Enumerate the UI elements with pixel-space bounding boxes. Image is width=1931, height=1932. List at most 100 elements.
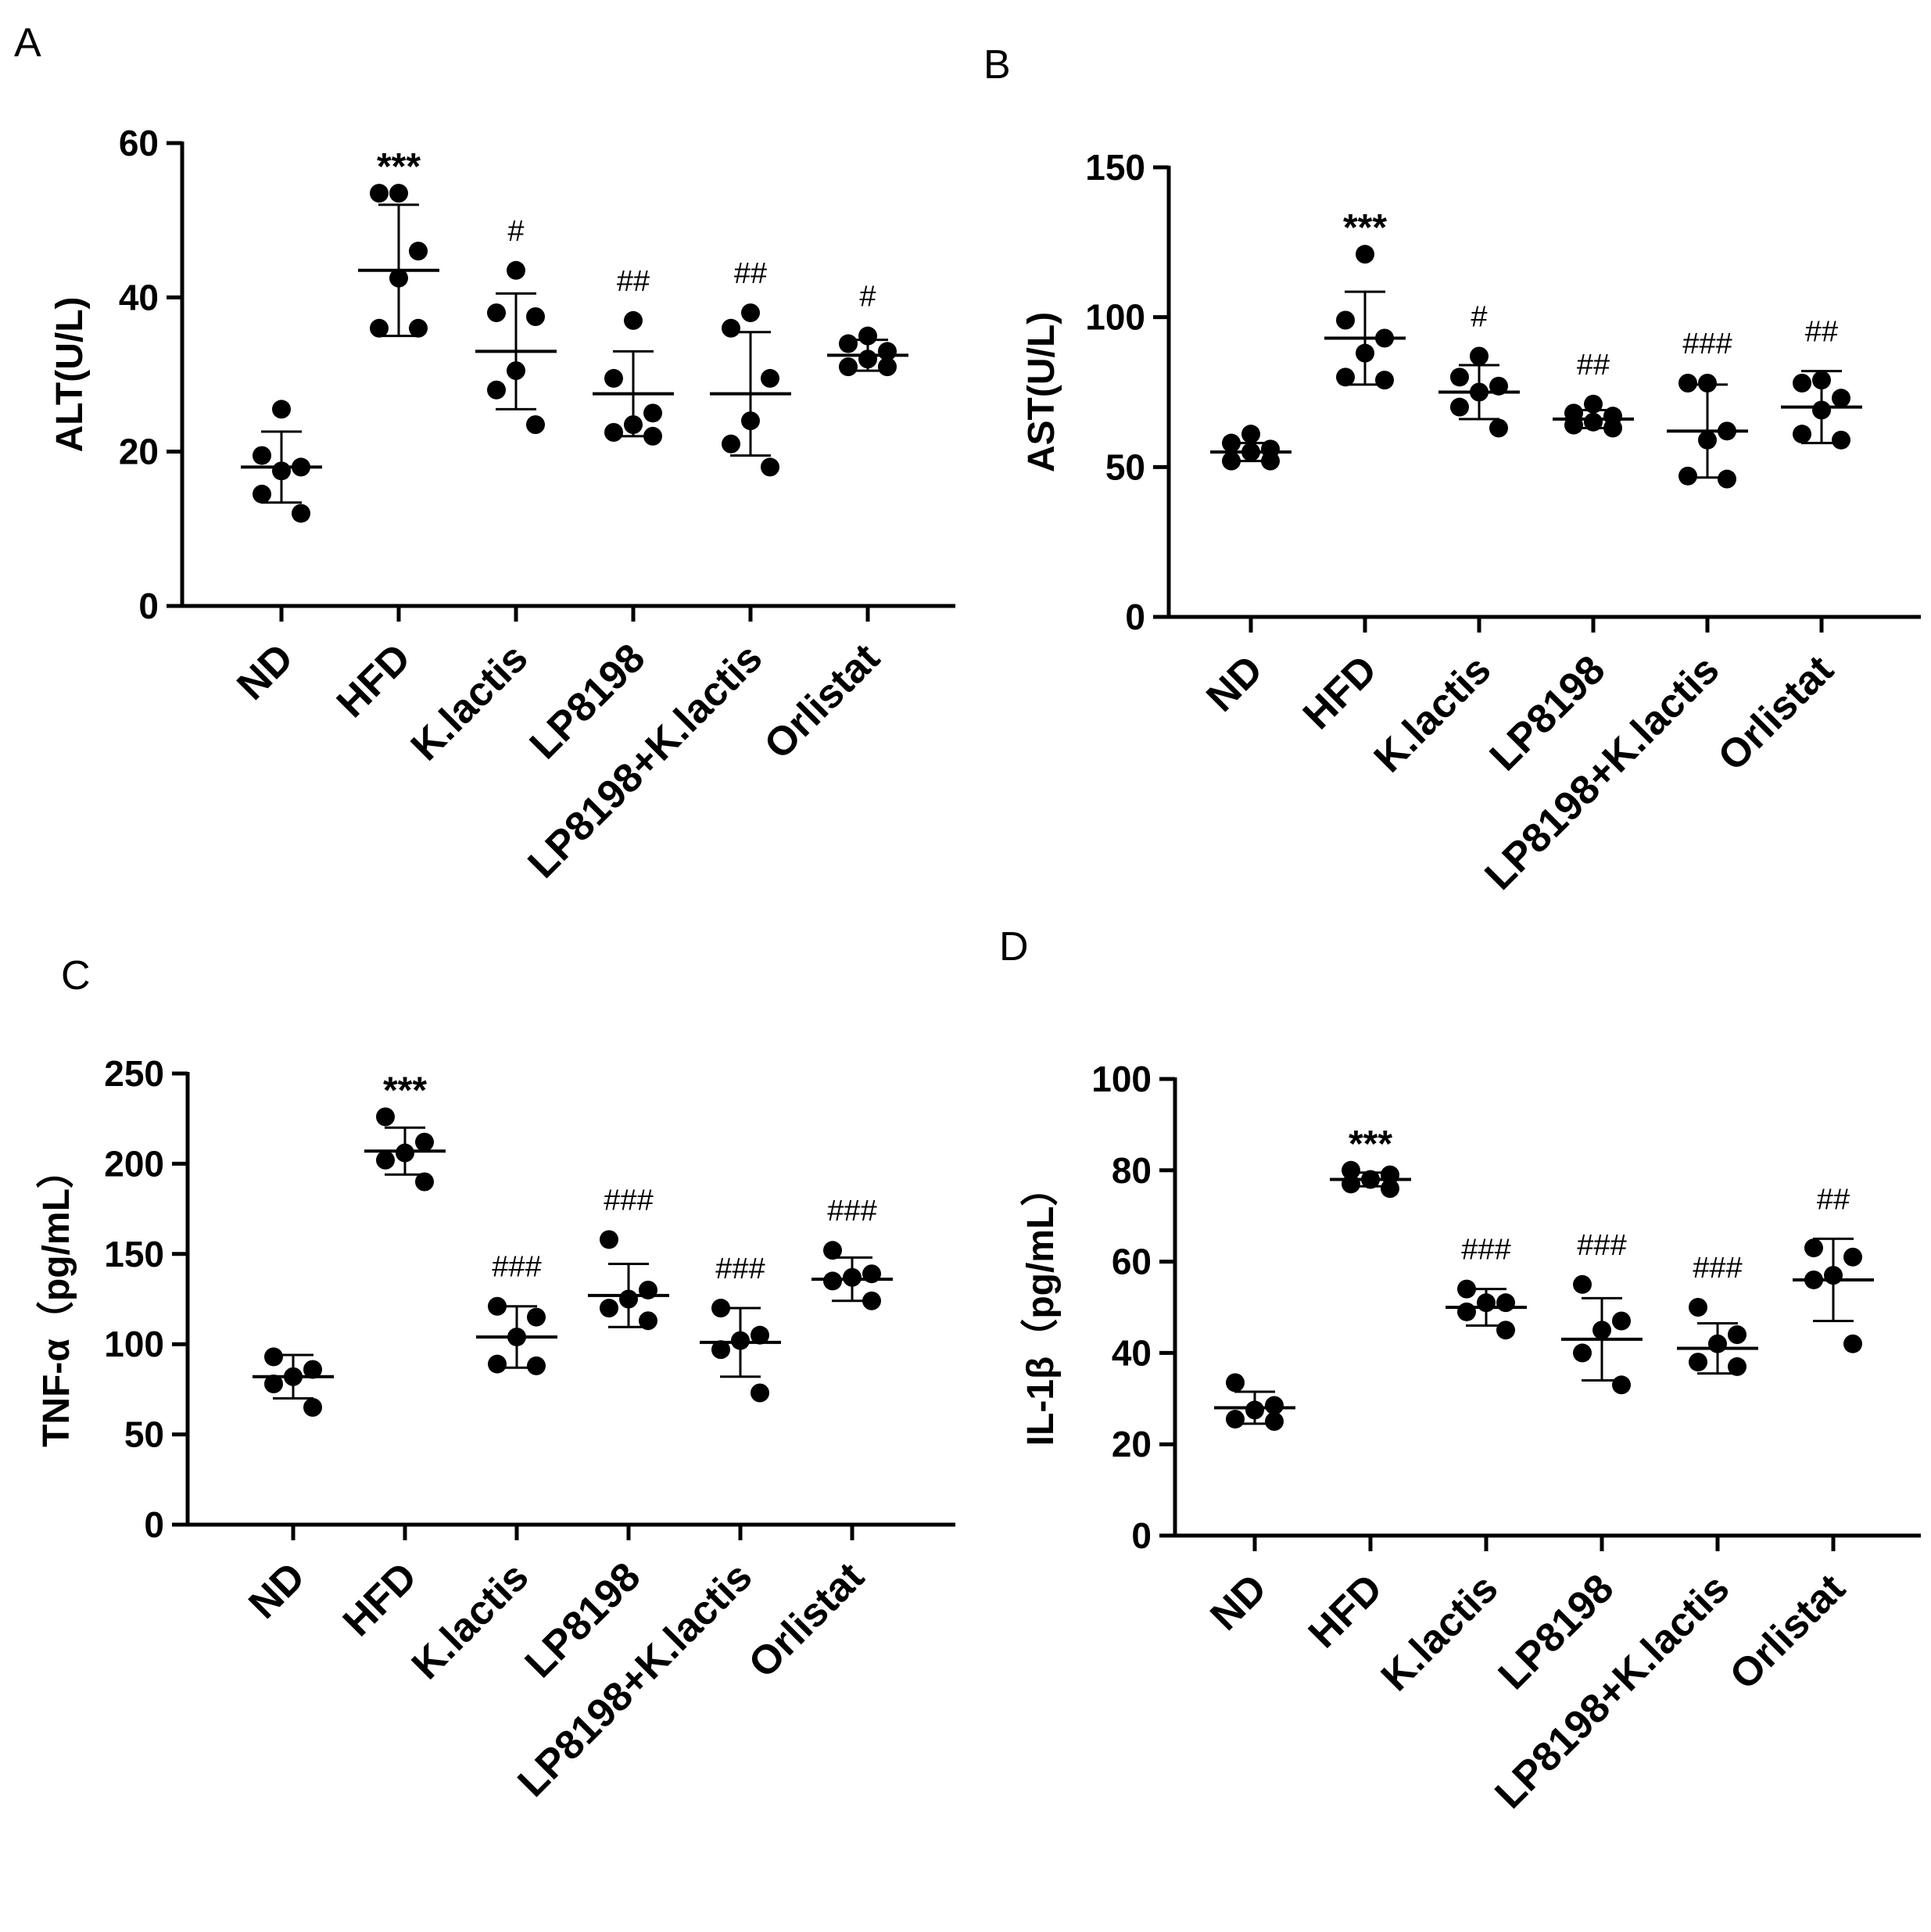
y-tick-label: 100 xyxy=(1091,1059,1152,1099)
data-point xyxy=(264,1374,283,1393)
data-point xyxy=(253,446,271,465)
data-point xyxy=(1336,367,1355,387)
data-point xyxy=(1573,1343,1592,1363)
group-orlistat: ## xyxy=(1781,316,1862,450)
y-tick-label: 100 xyxy=(1085,297,1145,338)
y-axis-label: TNF-α（pg/mL） xyxy=(36,1151,77,1447)
y-tick-label: 20 xyxy=(119,432,159,472)
significance-label: *** xyxy=(383,1070,427,1111)
data-point xyxy=(1342,1160,1360,1180)
y-tick-label: 150 xyxy=(104,1234,164,1274)
data-point xyxy=(600,1230,618,1249)
group-k-lactis: # xyxy=(1438,301,1520,438)
data-point xyxy=(1584,394,1603,414)
data-point xyxy=(1612,1311,1631,1331)
data-point xyxy=(751,1383,769,1403)
data-point xyxy=(1342,1174,1360,1194)
group-k-lactis: ### xyxy=(1446,1234,1527,1340)
data-point xyxy=(1612,1375,1631,1395)
panel-letter: A xyxy=(14,20,41,66)
data-point xyxy=(1804,1238,1823,1258)
significance-label: ### xyxy=(1577,1229,1626,1262)
data-point xyxy=(487,380,506,400)
group-hfd: *** xyxy=(1330,1124,1411,1199)
significance-label: ### xyxy=(1682,328,1732,360)
data-point xyxy=(839,334,858,353)
data-point xyxy=(370,318,389,338)
data-point xyxy=(292,504,310,523)
data-point xyxy=(823,1271,842,1291)
data-point xyxy=(624,310,643,330)
data-point xyxy=(1265,1412,1284,1431)
y-tick-label: 150 xyxy=(1085,147,1145,188)
data-point xyxy=(1489,418,1508,438)
significance-label: ### xyxy=(715,1253,765,1285)
group-nd xyxy=(1210,425,1292,471)
data-point xyxy=(1381,1179,1399,1199)
y-tick-label: 0 xyxy=(144,1504,164,1545)
group-nd xyxy=(241,400,322,523)
data-point xyxy=(1718,469,1736,489)
group-k-lactis: # xyxy=(475,215,557,435)
data-point xyxy=(1496,1293,1515,1313)
data-point xyxy=(507,260,525,280)
group-lp8198-k-lactis: ### xyxy=(1667,328,1748,489)
data-point xyxy=(751,1325,769,1345)
data-point xyxy=(1241,425,1260,444)
panel-letter: B xyxy=(983,42,1011,88)
data-point xyxy=(761,368,779,388)
panel-letter: C xyxy=(61,953,91,998)
data-point xyxy=(600,1299,618,1318)
significance-label: ## xyxy=(1577,349,1610,382)
data-point xyxy=(1832,389,1850,408)
data-point xyxy=(303,1360,322,1379)
y-axis-label: AST(U/L) xyxy=(1021,312,1062,472)
data-point xyxy=(253,484,271,504)
data-point xyxy=(1226,1373,1245,1393)
data-point xyxy=(527,1307,546,1327)
y-tick-label: 50 xyxy=(124,1414,164,1455)
group-k-lactis: ### xyxy=(476,1251,557,1375)
data-point xyxy=(604,423,623,442)
data-point xyxy=(722,318,740,338)
y-tick-label: 40 xyxy=(119,277,159,317)
data-point xyxy=(1573,1274,1592,1294)
data-point xyxy=(1450,397,1469,417)
data-point xyxy=(1728,1325,1746,1345)
data-point xyxy=(604,368,623,388)
y-tick-label: 60 xyxy=(1112,1242,1152,1282)
group-lp8198: ## xyxy=(593,265,674,446)
significance-label: ## xyxy=(1817,1183,1850,1216)
data-point xyxy=(722,434,740,453)
panel-letter: D xyxy=(999,924,1029,970)
significance-label: ### xyxy=(492,1251,541,1284)
group-lp8198-k-lactis: ## xyxy=(710,257,791,477)
significance-label: ## xyxy=(734,257,767,290)
group-nd xyxy=(253,1347,334,1417)
data-point xyxy=(1793,425,1811,444)
significance-label: # xyxy=(1471,301,1487,334)
data-point xyxy=(303,1397,322,1417)
data-point xyxy=(823,1241,842,1260)
data-point xyxy=(1843,1247,1862,1267)
group-lp8198-k-lactis: ### xyxy=(700,1253,781,1403)
data-point xyxy=(488,1354,507,1374)
data-point xyxy=(526,415,545,435)
data-point xyxy=(526,307,545,326)
data-point xyxy=(1336,310,1355,330)
data-point xyxy=(1265,1396,1284,1415)
data-point xyxy=(1356,245,1374,264)
significance-label: ### xyxy=(1461,1234,1510,1267)
group-orlistat: ### xyxy=(811,1195,893,1310)
significance-label: # xyxy=(507,215,524,248)
data-point xyxy=(1457,1302,1476,1321)
y-tick-label: 50 xyxy=(1105,446,1145,487)
data-point xyxy=(639,1311,657,1331)
data-point xyxy=(370,184,389,203)
y-axis-label: IL-1β（pg/mL） xyxy=(1020,1169,1062,1446)
y-tick-label: 250 xyxy=(104,1053,164,1094)
data-point xyxy=(1832,430,1850,450)
data-point xyxy=(1678,466,1697,486)
